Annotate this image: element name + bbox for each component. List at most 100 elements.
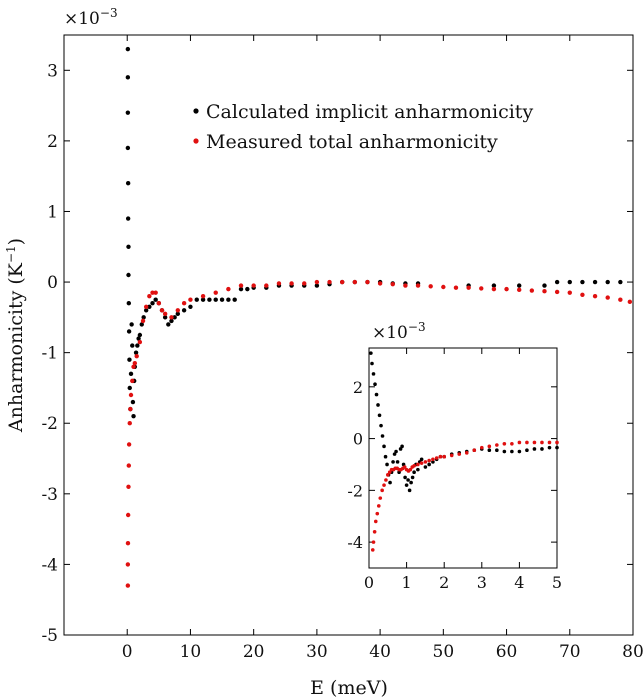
main-data-point	[517, 283, 522, 288]
main-data-point	[140, 318, 146, 324]
main-data-point	[130, 399, 136, 405]
inset-data-point	[395, 460, 400, 464]
main-data-point	[156, 301, 162, 306]
main-data-point	[441, 284, 446, 290]
main-data-point	[143, 308, 149, 313]
main-data-point	[166, 322, 171, 327]
main-data-point	[125, 75, 131, 80]
main-data-point	[302, 281, 307, 286]
legend: Calculated implicit anharmonicity Measur…	[193, 101, 533, 153]
inset-data-point	[510, 449, 514, 454]
main-xtick-label: 60	[496, 642, 518, 662]
main-data-point	[141, 315, 146, 320]
x-axis-label: E (meV)	[310, 677, 388, 699]
inset-xtick-label: 5	[552, 573, 562, 592]
inset-data-points	[369, 351, 559, 552]
main-data-point	[517, 287, 522, 293]
main-ytick-label: -4	[41, 555, 58, 575]
inset-data-point	[419, 461, 424, 465]
main-data-point	[127, 385, 132, 391]
main-xtick-label: 80	[622, 642, 644, 662]
main-xtick-label: 10	[180, 642, 202, 662]
main-xtick-label: 70	[559, 642, 581, 662]
inset-y-multiplier: ×10−3	[372, 320, 426, 343]
main-data-point	[133, 350, 139, 355]
main-data-point	[207, 297, 212, 302]
main-data-point	[238, 283, 244, 288]
main-data-point	[200, 293, 206, 299]
main-data-point	[150, 290, 155, 295]
inset-data-point	[391, 460, 395, 464]
inset-data-point	[374, 392, 379, 397]
main-data-point	[554, 289, 560, 295]
inset-axis-ticks: 0 1 2 3 4 5 2 0 -2 -4	[347, 348, 562, 592]
main-data-point	[126, 329, 132, 334]
main-data-point	[169, 315, 174, 320]
inset-data-point	[510, 441, 514, 446]
inset-data-point	[380, 434, 385, 438]
main-ytick-label: 2	[47, 132, 58, 152]
main-data-point	[125, 181, 131, 186]
main-ytick-label: -5	[41, 626, 58, 646]
inset-data-point	[387, 470, 392, 475]
inset-data-point	[487, 444, 492, 449]
inset-plot-frame	[368, 347, 558, 569]
main-data-point	[137, 339, 143, 345]
main-data-point	[529, 288, 535, 293]
inset-data-point	[472, 448, 477, 453]
main-data-point	[153, 290, 158, 295]
inset-data-point	[386, 473, 390, 477]
inset-data-point	[410, 475, 415, 480]
inset-data-point	[394, 449, 398, 454]
main-data-point	[126, 301, 132, 306]
inset-data-point	[370, 548, 375, 552]
inset-ytick-label: 0	[353, 430, 363, 449]
inset-data-point	[379, 423, 383, 428]
inset-data-point	[532, 440, 537, 445]
main-data-point	[159, 308, 165, 313]
inset-data-point	[370, 361, 374, 366]
inset-data-point	[547, 445, 552, 450]
y-axis-label: Anharmonicity (K−1)	[4, 238, 27, 433]
inset-data-point	[480, 445, 484, 450]
inset-data-point	[434, 456, 439, 460]
main-data-point	[126, 244, 131, 249]
inset-data-point	[555, 440, 559, 445]
inset-data-point	[407, 488, 412, 493]
main-xtick-label: 30	[306, 642, 328, 662]
main-data-point	[314, 283, 320, 288]
main-data-point	[251, 283, 256, 288]
inset-xtick-label: 0	[364, 573, 374, 592]
inset-data-point	[427, 462, 431, 467]
main-data-point	[172, 315, 177, 320]
inset-data-point	[412, 463, 416, 468]
main-data-point	[125, 583, 131, 588]
inset-data-point	[376, 403, 380, 407]
main-xtick-label: 40	[369, 642, 391, 662]
inset-data-point	[464, 451, 469, 455]
main-data-point	[150, 301, 155, 306]
inset-data-point	[517, 440, 522, 445]
inset-y-multiplier-exponent: −3	[408, 320, 426, 334]
main-series-measured	[125, 279, 633, 588]
main-data-point	[339, 279, 345, 285]
main-data-point	[131, 364, 136, 369]
inset-data-point	[449, 453, 454, 458]
main-data-point	[125, 512, 131, 518]
main-data-point	[390, 281, 395, 287]
main-ytick-label: 3	[47, 61, 58, 81]
main-data-point	[226, 297, 231, 302]
main-data-point	[276, 281, 282, 286]
inset-data-point	[375, 511, 380, 516]
main-series-calculated	[125, 46, 623, 419]
inset-data-point	[371, 372, 376, 376]
inset-data-point	[402, 465, 407, 469]
inset-data-point	[555, 445, 559, 450]
main-data-point	[181, 301, 187, 306]
main-y-multiplier-exponent: −3	[100, 6, 118, 20]
main-data-point	[314, 279, 320, 285]
inset-data-point	[404, 483, 409, 487]
main-data-point	[213, 297, 218, 302]
y-axis-label-close: )	[5, 238, 27, 245]
